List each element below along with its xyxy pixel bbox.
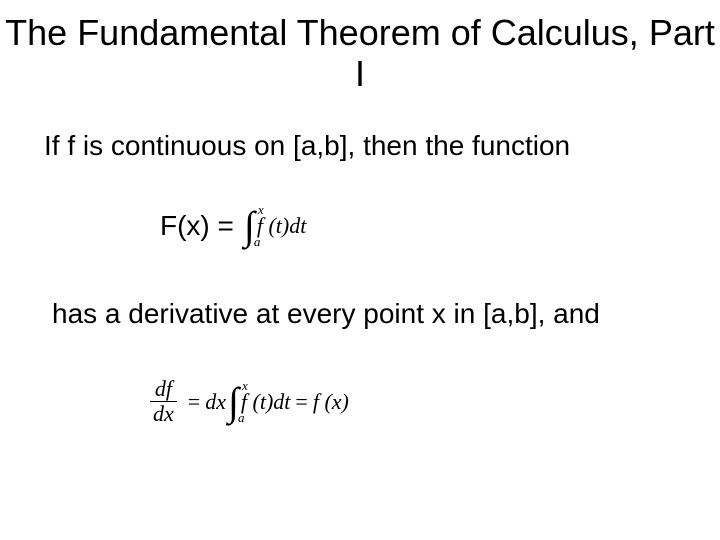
derivative-equation: df dx = dx ∫ x a f (t)dt = f (x)	[150, 378, 349, 425]
slide-title: The Fundamental Theorem of Calculus, Par…	[0, 12, 720, 95]
definition-line: F(x) = ∫ x a f (t)dt	[160, 210, 306, 242]
fx-equals: F(x) =	[160, 210, 234, 242]
fraction-dfdx: df dx	[150, 378, 177, 425]
dx-term: dx	[205, 389, 226, 415]
slide: The Fundamental Theorem of Calculus, Par…	[0, 0, 720, 540]
fraction-denominator: dx	[150, 401, 177, 425]
integrand-1: f (t)dt	[257, 213, 307, 239]
rhs-fx: f (x)	[313, 389, 349, 415]
equals-sign-1: =	[188, 389, 200, 415]
fraction-numerator: df	[152, 378, 175, 401]
integrand-2: f (t)dt	[241, 389, 291, 415]
integral-expression-2: ∫ x a f (t)dt	[228, 389, 290, 415]
conclusion-line: has a derivative at every point x in [a,…	[52, 298, 600, 330]
equals-sign-2: =	[295, 389, 307, 415]
integral-expression-1: ∫ x a f (t)dt	[244, 213, 306, 239]
premise-line: If f is continuous on [a,b], then the fu…	[44, 130, 570, 162]
